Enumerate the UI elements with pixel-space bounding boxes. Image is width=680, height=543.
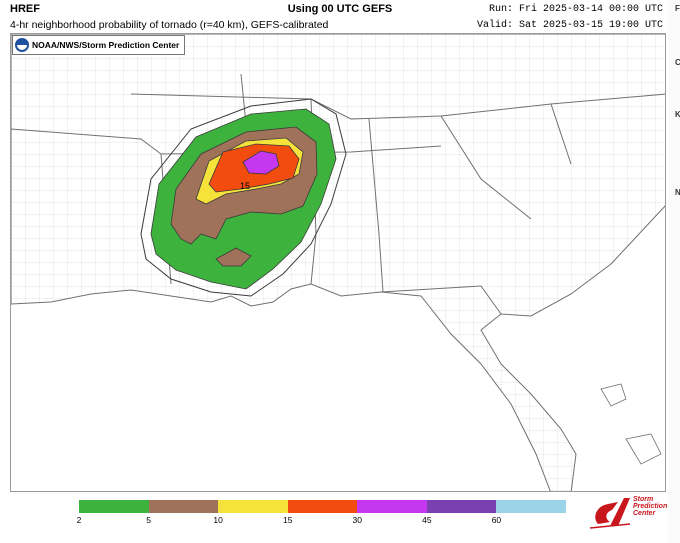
spc-logo-icon	[590, 498, 631, 529]
legend-label: 10	[213, 515, 223, 525]
model-name: HREF	[10, 3, 40, 15]
legend-swatch	[148, 500, 219, 513]
side-letter: N	[675, 188, 680, 197]
outline-contour	[140, 98, 347, 297]
side-letter: K	[675, 110, 680, 119]
legend-label: 60	[491, 515, 502, 525]
side-letter: C	[675, 58, 680, 67]
state-borders	[11, 73, 665, 315]
logo-line: Prediction	[633, 503, 668, 510]
legend-label: 2	[76, 515, 82, 525]
noaa-badge-text: NOAA/NWS/Storm Prediction Center	[32, 40, 180, 50]
noaa-badge: NOAA/NWS/Storm Prediction Center	[12, 35, 186, 55]
contour-5-south	[215, 247, 252, 267]
contour-30	[242, 150, 280, 175]
spc-logo-text: Storm Prediction Center	[633, 496, 667, 517]
logo-line: Center	[633, 510, 656, 517]
legend-swatch	[426, 500, 497, 513]
legend-swatch	[79, 500, 149, 513]
valid-time: Valid: Sat 2025-03-15 19:00 UTC	[476, 20, 663, 31]
legend-label: 30	[352, 515, 363, 525]
legend-label: 5	[146, 515, 151, 525]
legend-swatch	[287, 500, 358, 513]
land-area	[11, 34, 665, 491]
product-subtitle: 4-hr neighborhood probability of tornado…	[10, 19, 329, 31]
legend-swatch	[357, 500, 427, 513]
map-canvas: 15	[11, 34, 665, 491]
logo-line: Storm	[633, 496, 654, 503]
probability-map: 15 NOAA/NWS/Storm Prediction Center	[10, 33, 666, 492]
noaa-logo-icon	[15, 38, 29, 52]
cropped-side-panel: F C K N	[668, 0, 680, 543]
color-legend	[79, 500, 567, 513]
run-time: Run: Fri 2025-03-14 00:00 UTC	[488, 4, 663, 15]
legend-swatch	[218, 500, 288, 513]
contour-label-15: 15	[240, 181, 250, 191]
calibration-title: Using 00 UTC GEFS	[287, 3, 393, 15]
side-letter: F	[675, 4, 680, 13]
legend-label: 45	[422, 515, 432, 525]
legend-label: 15	[282, 515, 293, 525]
legend-swatch	[496, 500, 567, 513]
